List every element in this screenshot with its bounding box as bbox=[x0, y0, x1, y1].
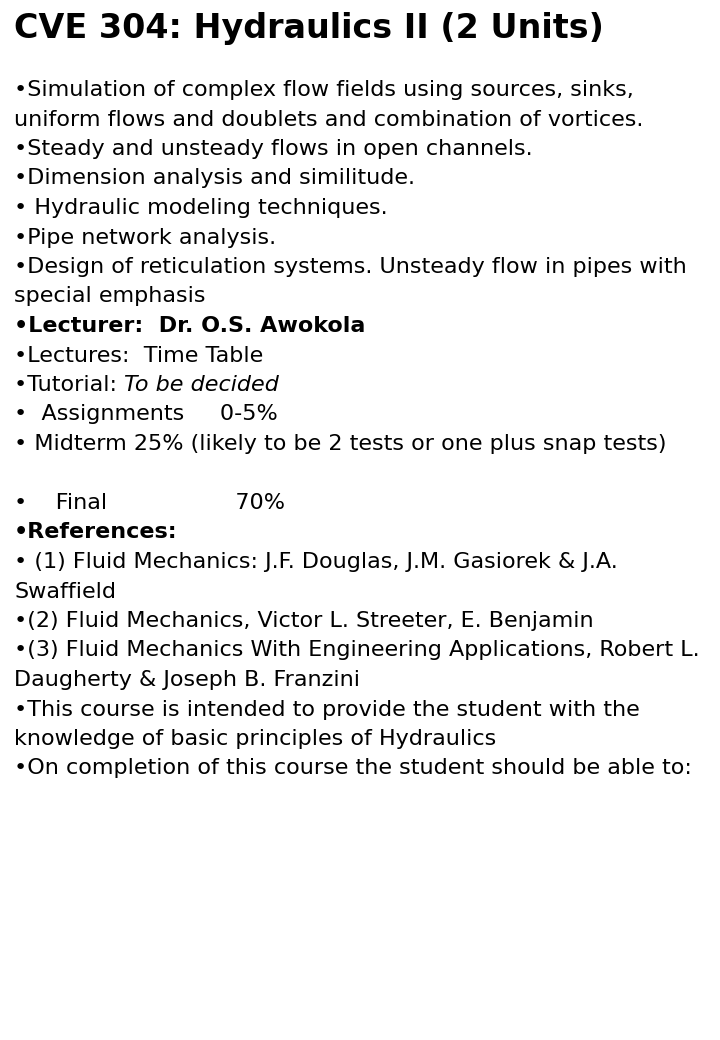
Text: CVE 304: Hydraulics II (2 Units): CVE 304: Hydraulics II (2 Units) bbox=[14, 12, 604, 45]
Text: • (1) Fluid Mechanics: J.F. Douglas, J.M. Gasiorek & J.A.: • (1) Fluid Mechanics: J.F. Douglas, J.M… bbox=[14, 552, 618, 572]
Text: •    Final                  70%: • Final 70% bbox=[14, 493, 285, 513]
Text: •Steady and unsteady flows in open channels.: •Steady and unsteady flows in open chann… bbox=[14, 139, 533, 159]
Text: To be decided: To be decided bbox=[124, 375, 279, 395]
Text: •Lectures:  Time Table: •Lectures: Time Table bbox=[14, 345, 264, 365]
Text: •Dimension analysis and similitude.: •Dimension analysis and similitude. bbox=[14, 168, 415, 188]
Text: •Simulation of complex flow fields using sources, sinks,: •Simulation of complex flow fields using… bbox=[14, 80, 634, 100]
Text: • Hydraulic modeling techniques.: • Hydraulic modeling techniques. bbox=[14, 198, 387, 218]
Text: •Pipe network analysis.: •Pipe network analysis. bbox=[14, 228, 276, 248]
Text: •(3) Fluid Mechanics With Engineering Applications, Robert L.: •(3) Fluid Mechanics With Engineering Ap… bbox=[14, 641, 700, 660]
Text: •References:: •References: bbox=[14, 522, 178, 543]
Text: • Midterm 25% (likely to be 2 tests or one plus snap tests): • Midterm 25% (likely to be 2 tests or o… bbox=[14, 434, 667, 454]
Text: Swaffield: Swaffield bbox=[14, 581, 116, 601]
Text: •(2) Fluid Mechanics, Victor L. Streeter, E. Benjamin: •(2) Fluid Mechanics, Victor L. Streeter… bbox=[14, 610, 593, 631]
Text: Daugherty & Joseph B. Franzini: Daugherty & Joseph B. Franzini bbox=[14, 670, 360, 690]
Text: •Design of reticulation systems. Unsteady flow in pipes with: •Design of reticulation systems. Unstead… bbox=[14, 257, 687, 277]
Text: special emphasis: special emphasis bbox=[14, 286, 205, 307]
Text: uniform flows and doublets and combination of vortices.: uniform flows and doublets and combinati… bbox=[14, 109, 644, 130]
Text: •This course is intended to provide the student with the: •This course is intended to provide the … bbox=[14, 700, 640, 720]
Text: •Tutorial:: •Tutorial: bbox=[14, 375, 124, 395]
Text: knowledge of basic principles of Hydraulics: knowledge of basic principles of Hydraul… bbox=[14, 729, 496, 749]
Text: •  Assignments     0-5%: • Assignments 0-5% bbox=[14, 405, 278, 424]
Text: •On completion of this course the student should be able to:: •On completion of this course the studen… bbox=[14, 758, 692, 779]
Text: •Lecturer:  Dr. O.S. Awokola: •Lecturer: Dr. O.S. Awokola bbox=[14, 316, 365, 336]
